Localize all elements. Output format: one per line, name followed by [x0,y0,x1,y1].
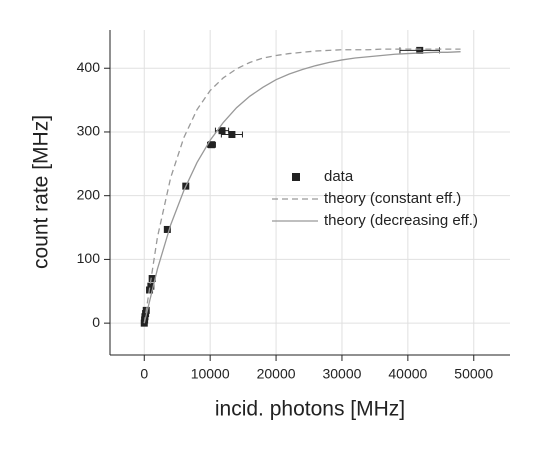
legend-marker [292,173,300,181]
data-point [207,141,215,149]
legend-label: data [324,168,354,185]
x-axis-title: incid. photons [MHz] [215,398,405,421]
x-tick-label: 10000 [191,366,230,382]
y-tick-label: 200 [77,186,101,202]
legend-label: theory (decreasing eff.) [324,212,478,229]
legend-label: theory (constant eff.) [324,190,461,207]
x-tick-label: 30000 [322,366,361,382]
x-tick-label: 0 [140,366,148,382]
x-tick-label: 50000 [454,366,493,382]
y-tick-label: 400 [77,59,101,75]
theory-line [143,48,461,324]
x-tick-label: 20000 [257,366,296,382]
y-tick-label: 100 [77,250,101,266]
y-tick-label: 0 [92,314,100,330]
theory-line [143,51,461,324]
y-axis-title: count rate [MHz] [30,115,53,269]
data-point [416,46,424,54]
data-point [218,127,226,135]
y-tick-label: 300 [77,123,101,139]
x-tick-label: 40000 [388,366,427,382]
data-point [228,131,236,139]
data-point [163,225,171,233]
data-point [147,282,155,290]
data-point [148,275,156,283]
